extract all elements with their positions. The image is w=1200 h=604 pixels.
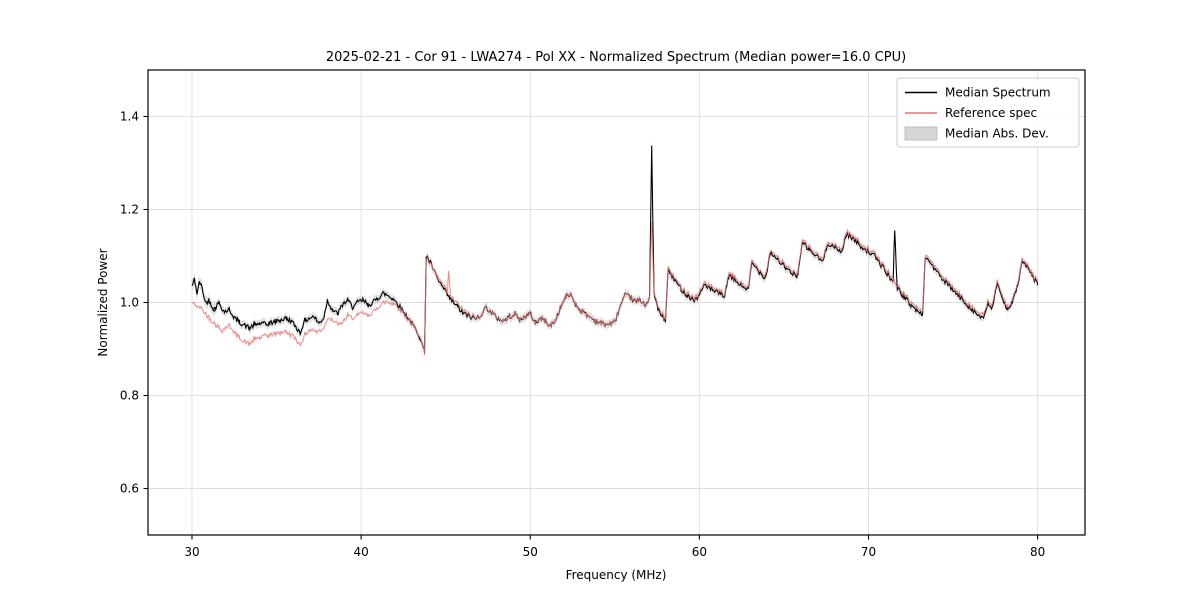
x-axis-label: Frequency (MHz): [566, 568, 667, 582]
x-tick-label: 60: [692, 545, 707, 559]
y-tick-label: 1.0: [120, 296, 139, 310]
median-abs-dev-band: [192, 136, 1038, 358]
x-tick-label: 80: [1030, 545, 1045, 559]
y-axis-label: Normalized Power: [96, 248, 110, 356]
x-tick-label: 70: [861, 545, 876, 559]
legend-label: Median Abs. Dev.: [945, 127, 1049, 141]
x-tick-label: 50: [523, 545, 538, 559]
y-tick-label: 1.4: [120, 110, 139, 124]
legend-band-sample: [904, 126, 938, 141]
tick-labels: 30 40 50 60 70 80 0.6 0.8 1.0 1.2 1.4: [120, 110, 1045, 559]
y-tick-label: 0.6: [120, 482, 139, 496]
x-tick-label: 40: [353, 545, 368, 559]
median-abs-dev-area: [192, 136, 1038, 358]
spectrum-lines: [191, 145, 1039, 356]
legend-box: [896, 77, 1080, 148]
x-tick-label: 30: [184, 545, 199, 559]
y-tick-label: 0.8: [120, 389, 139, 403]
y-tick-label: 1.2: [120, 203, 139, 217]
chart-title: 2025-02-21 - Cor 91 - LWA274 - Pol XX - …: [326, 50, 906, 65]
reference-spec-line: [191, 222, 1039, 356]
axis-ticks: [143, 115, 1039, 540]
legend-label: Reference spec: [945, 106, 1037, 120]
legend-label: Median Spectrum: [945, 86, 1051, 100]
legend: Median Spectrum Reference spec Median Abs.…: [896, 77, 1080, 148]
